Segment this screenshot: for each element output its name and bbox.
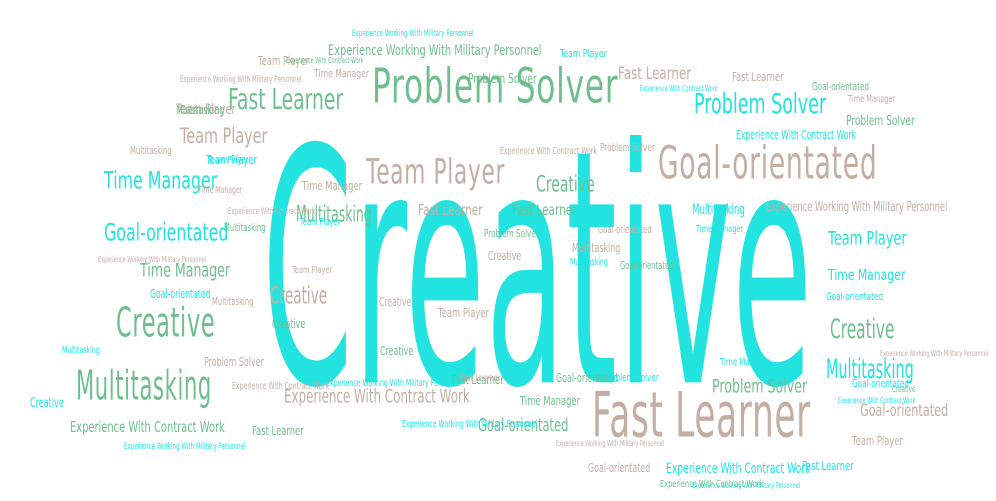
cloud-word: Goal-orientated (150, 287, 211, 301)
cloud-word: Time Manager (302, 179, 363, 193)
cloud-word: Experience With Contract Work (286, 56, 364, 65)
cloud-word: Time Manager (720, 357, 771, 368)
cloud-word: Creative (536, 170, 595, 198)
cloud-word: Fast Learner (618, 64, 692, 84)
cloud-word: Goal-orientated (620, 259, 674, 272)
cloud-word: Creative (830, 313, 895, 345)
cloud-word: Experience Working With Military Personn… (180, 75, 302, 85)
cloud-word: Multitasking (130, 144, 172, 157)
cloud-word: Experience With Contract Work (284, 385, 470, 408)
cloud-word: Fast Learner (592, 380, 811, 453)
cloud-word: Problem Solver (712, 375, 808, 398)
cloud-word: Time Manager (314, 67, 370, 80)
cloud-word: Multitasking (76, 362, 212, 411)
cloud-word: Problem Solver (484, 227, 539, 240)
cloud-word: Experience With Contract Work (660, 479, 764, 490)
cloud-word: Fast Learner (732, 70, 784, 84)
cloud-word: Experience Working With Military Personn… (124, 442, 246, 452)
cloud-word: Multitasking (570, 257, 608, 268)
cloud-word: Multitasking (692, 202, 745, 218)
cloud-word: Problem Solver (468, 72, 537, 87)
cloud-word: Team Player (258, 54, 310, 68)
cloud-word: Creative (892, 385, 916, 395)
cloud-word: Experience Working With Military Personn… (880, 349, 989, 358)
cloud-word: Multitasking (826, 353, 914, 385)
cloud-word: Creative (30, 396, 64, 411)
cloud-word: Problem Solver (694, 87, 827, 120)
cloud-word: Problem Solver (846, 114, 915, 129)
cloud-word: Experience Working With Military Personn… (556, 439, 665, 448)
cloud-word: Team Player (208, 155, 249, 166)
cloud-word: Experience With Contract Work (838, 396, 916, 405)
cloud-word: Creative (270, 282, 328, 311)
cloud-word: Team Player (206, 153, 258, 167)
cloud-word: Time Manager (104, 167, 218, 196)
cloud-word: Creative (380, 344, 414, 358)
cloud-word: Experience With Contract Work (640, 84, 718, 93)
cloud-word: Time Manager (198, 185, 243, 196)
cloud-word: Team Player (180, 122, 268, 149)
cloud-word: Experience Working With Military Personn… (692, 481, 801, 490)
cloud-word: Experience With Contract Work (232, 381, 329, 392)
cloud-word: Experience Working With Military Personn… (328, 43, 542, 59)
cloud-word: Creative (262, 80, 813, 460)
cloud-word: Multitasking (296, 200, 372, 228)
cloud-word: Time Manager (140, 259, 231, 282)
cloud-word: Experience With Contract Work (70, 418, 225, 436)
cloud-word: Creative (180, 103, 214, 117)
cloud-word: Experience With Contract Work (500, 146, 597, 157)
cloud-word: Team Player (292, 265, 333, 276)
cloud-word: Experience With Contract Work (736, 128, 857, 142)
cloud-word: Goal-orientated (556, 371, 619, 385)
cloud-word: Fast Learner (452, 373, 504, 387)
cloud-word: Time Manager (848, 94, 896, 105)
cloud-word: Problem Solver (372, 59, 619, 115)
cloud-word: Team Player (852, 434, 904, 448)
cloud-word: Fast Learner (228, 83, 344, 117)
cloud-word: Experience Working With Military Personn… (98, 255, 207, 264)
cloud-word: Experience Working With Military Personn… (766, 200, 948, 215)
cloud-word: Problem Solver (600, 141, 655, 154)
cloud-word: Time Manager (828, 266, 906, 284)
cloud-word: Fast Learner (460, 373, 501, 384)
cloud-word: Problem Solver (204, 355, 264, 369)
cloud-word: Team Player (560, 47, 607, 60)
cloud-word: Experience Working With Military Personn… (402, 419, 538, 430)
cloud-word: Goal-orientated (860, 401, 949, 421)
cloud-word: Goal-orientated (826, 290, 884, 303)
cloud-word: Team Player (176, 102, 236, 118)
cloud-word: Experience With Contract Work (666, 461, 811, 477)
cloud-word: Team Player (366, 152, 506, 193)
cloud-word: Creative (379, 295, 412, 309)
cloud-word: Multitasking (176, 103, 225, 117)
cloud-word: Creative (488, 249, 522, 263)
cloud-word: Creative (272, 317, 306, 331)
cloud-word: Goal-orientated (104, 219, 229, 248)
cloud-word: Multitasking (572, 241, 621, 255)
cloud-word: Multitasking (224, 221, 266, 234)
cloud-word: Multitasking (212, 295, 254, 308)
cloud-word: Team Player (828, 227, 907, 250)
cloud-word: Fast Learner (802, 459, 854, 473)
cloud-word: Goal-orientated (658, 136, 878, 190)
cloud-word: Goal-orientated (478, 415, 569, 436)
cloud-word: Goal-orientated (852, 377, 910, 390)
cloud-word: Fast Learner (252, 424, 304, 438)
cloud-word: Experience Working With Military Personn… (326, 378, 462, 389)
cloud-word: Experience With Contract Work (228, 207, 316, 217)
cloud-word: Team Player (300, 217, 341, 228)
cloud-word: Goal-orientated (588, 461, 651, 475)
cloud-word: Fast Learner (512, 201, 577, 219)
cloud-word: Time Manager (520, 394, 581, 408)
cloud-word: Time Manager (696, 224, 744, 235)
cloud-word: Multitasking (62, 345, 100, 356)
cloud-word: Fast Learner (418, 201, 483, 219)
cloud-word: Creative (116, 299, 216, 348)
cloud-word: Goal-orientated (598, 223, 652, 236)
cloud-word: Problem Solver (604, 371, 659, 384)
cloud-word: Goal-orientated (812, 80, 870, 93)
cloud-word: Team Player (438, 306, 490, 320)
cloud-word: Experience Working With Military Personn… (352, 29, 474, 39)
